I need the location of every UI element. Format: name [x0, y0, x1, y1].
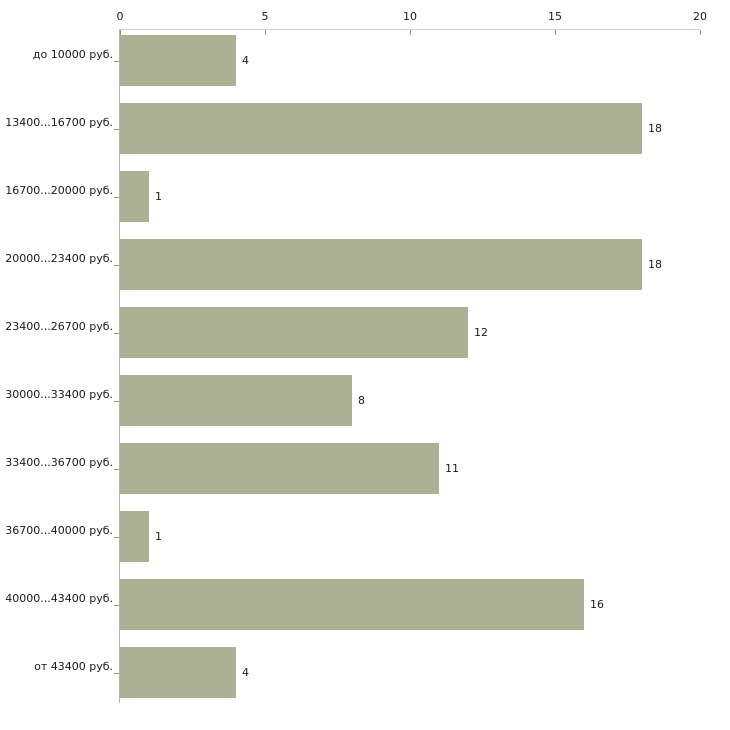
x-axis-line	[120, 29, 700, 30]
x-axis-tick	[120, 30, 121, 35]
x-axis-tick	[410, 30, 411, 35]
bar	[120, 579, 584, 630]
bar-value-label: 8	[358, 393, 365, 407]
x-axis-tick	[555, 30, 556, 35]
y-axis-category-label: 13400...16700 руб.	[0, 116, 113, 135]
y-axis-category-label: до 10000 руб.	[0, 48, 113, 67]
y-axis-tick	[114, 604, 119, 606]
y-axis-category-label: от 43400 руб.	[0, 660, 113, 679]
category-label-text: 23400...26700 руб.	[5, 319, 113, 333]
y-axis-tick	[114, 60, 119, 62]
y-axis-line	[119, 29, 120, 703]
bar-value-label: 18	[648, 121, 662, 135]
bar	[120, 307, 468, 358]
category-label-text: от 43400 руб.	[34, 659, 113, 673]
y-axis-tick	[114, 400, 119, 402]
y-axis-category-label: 40000...43400 руб.	[0, 592, 113, 611]
bar-value-label: 4	[242, 665, 249, 679]
y-axis-tick	[114, 468, 119, 470]
bar	[120, 239, 642, 290]
category-label-text: до 10000 руб.	[32, 47, 113, 61]
bar-value-label: 1	[155, 529, 162, 543]
bar-value-label: 4	[242, 53, 249, 67]
bar	[120, 443, 439, 494]
x-axis-tick-label: 15	[548, 10, 562, 23]
y-axis-tick	[114, 196, 119, 198]
y-axis-tick	[114, 128, 119, 130]
category-label-text: 30000...33400 руб.	[5, 387, 113, 401]
category-label-text: 40000...43400 руб.	[5, 591, 113, 605]
bar	[120, 375, 352, 426]
x-axis-tick	[700, 30, 701, 35]
x-axis-tick-label: 5	[261, 10, 269, 23]
y-axis-category-label: 23400...26700 руб.	[0, 320, 113, 339]
category-label-text: 20000...23400 руб.	[5, 251, 113, 265]
y-axis-tick	[114, 264, 119, 266]
y-axis-category-label: 20000...23400 руб.	[0, 252, 113, 271]
bar	[120, 511, 149, 562]
category-label-text: 16700...20000 руб.	[5, 183, 113, 197]
bar	[120, 35, 236, 86]
bar	[120, 647, 236, 698]
y-axis-category-label: 30000...33400 руб.	[0, 388, 113, 407]
x-axis-tick-label: 20	[693, 10, 707, 23]
category-label-text: 36700...40000 руб.	[5, 523, 113, 537]
category-label-text: 33400...36700 руб.	[5, 455, 113, 469]
x-axis-tick-label: 10	[403, 10, 417, 23]
y-axis-tick	[114, 672, 119, 674]
y-axis-category-label: 16700...20000 руб.	[0, 184, 113, 203]
y-axis-category-label: 36700...40000 руб.	[0, 524, 113, 543]
bar-value-label: 16	[590, 597, 604, 611]
bar	[120, 171, 149, 222]
y-axis-category-label: 33400...36700 руб.	[0, 456, 113, 475]
bar-value-label: 11	[445, 461, 459, 475]
bar-value-label: 18	[648, 257, 662, 271]
x-axis-tick-label: 0	[116, 10, 124, 23]
category-label-text: 13400...16700 руб.	[5, 115, 113, 129]
y-axis-tick	[114, 332, 119, 334]
x-axis-tick	[265, 30, 266, 35]
bar	[120, 103, 642, 154]
bar-value-label: 12	[474, 325, 488, 339]
bar-value-label: 1	[155, 189, 162, 203]
y-axis-tick	[114, 536, 119, 538]
